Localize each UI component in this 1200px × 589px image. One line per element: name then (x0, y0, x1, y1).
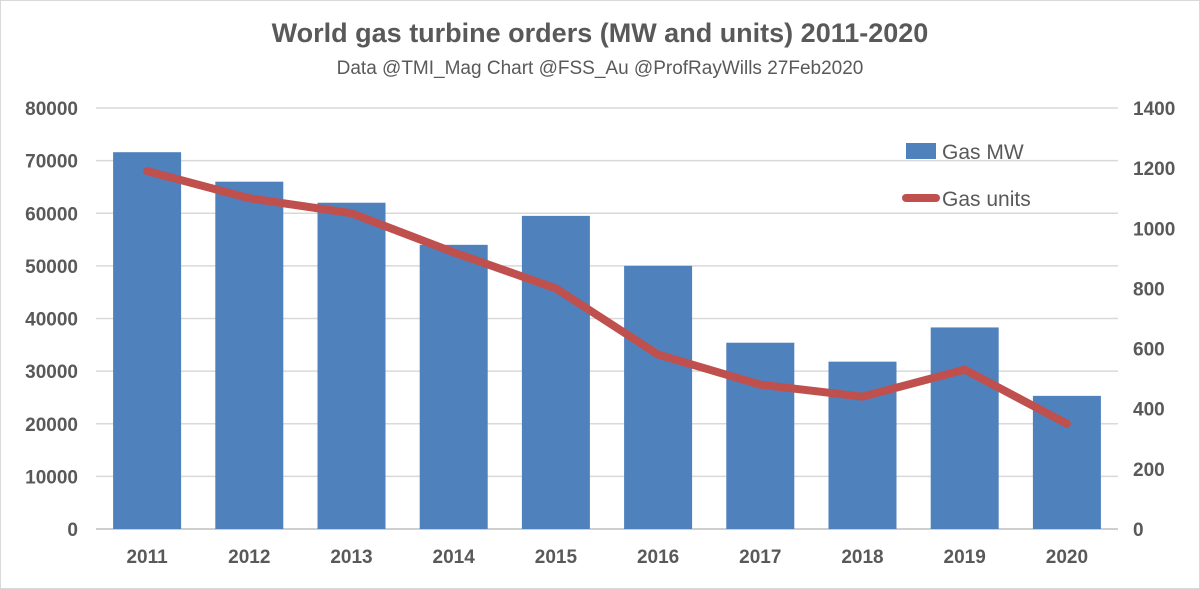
bar-2020 (1032, 395, 1101, 529)
bar-2019 (930, 327, 999, 529)
bar-2013 (317, 202, 386, 529)
y-left-tick-label: 0 (67, 520, 78, 541)
x-tick-label: 2013 (330, 547, 372, 568)
legend-label-gas-units: Gas units (942, 188, 1031, 211)
y-left-tick-label: 70000 (25, 152, 78, 173)
legend-label-gas-mw: Gas MW (942, 141, 1024, 164)
y-right-tick-label: 1000 (1133, 219, 1175, 240)
x-tick-label: 2011 (126, 547, 168, 568)
y-left-tick-label: 60000 (25, 204, 78, 225)
x-tick-label: 2016 (637, 547, 679, 568)
bar-2017 (726, 342, 795, 529)
y-left-tick-label: 30000 (25, 362, 78, 383)
x-tick-label: 2018 (841, 547, 883, 568)
y-right-tick-label: 1400 (1133, 99, 1175, 120)
chart-title: World gas turbine orders (MW and units) … (271, 18, 929, 48)
line-gas-units (143, 167, 1071, 428)
chart-subtitle: Data @TMI_Mag Chart @FSS_Au @ProfRayWill… (336, 58, 864, 79)
x-tick-label: 2015 (535, 547, 578, 568)
x-tick-label: 2017 (739, 547, 781, 568)
x-tick-label: 2014 (433, 547, 476, 568)
y-left-tick-label: 50000 (25, 257, 78, 278)
y-left-tick-label: 40000 (25, 310, 78, 331)
y-left-tick-label: 20000 (25, 415, 78, 436)
bar-2011 (113, 152, 182, 529)
y-right-tick-label: 600 (1133, 340, 1165, 361)
bar-2016 (624, 265, 693, 529)
y-right-tick-label: 0 (1133, 520, 1144, 541)
bar-2012 (215, 181, 284, 530)
y-right-tick-label: 200 (1133, 460, 1165, 481)
x-tick-label: 2012 (228, 547, 270, 568)
y-right-tick-label: 800 (1133, 279, 1165, 300)
bar-2015 (521, 215, 590, 529)
y-right-tick-label: 400 (1133, 400, 1165, 421)
y-left-tick-label: 10000 (25, 467, 78, 488)
bar-2014 (419, 244, 488, 529)
x-tick-label: 2020 (1046, 547, 1088, 568)
x-tick-label: 2019 (944, 547, 986, 568)
y-right-tick-label: 1200 (1133, 159, 1175, 180)
y-left-tick-label: 80000 (25, 99, 78, 120)
legend-swatch-gas-mw (906, 143, 936, 159)
